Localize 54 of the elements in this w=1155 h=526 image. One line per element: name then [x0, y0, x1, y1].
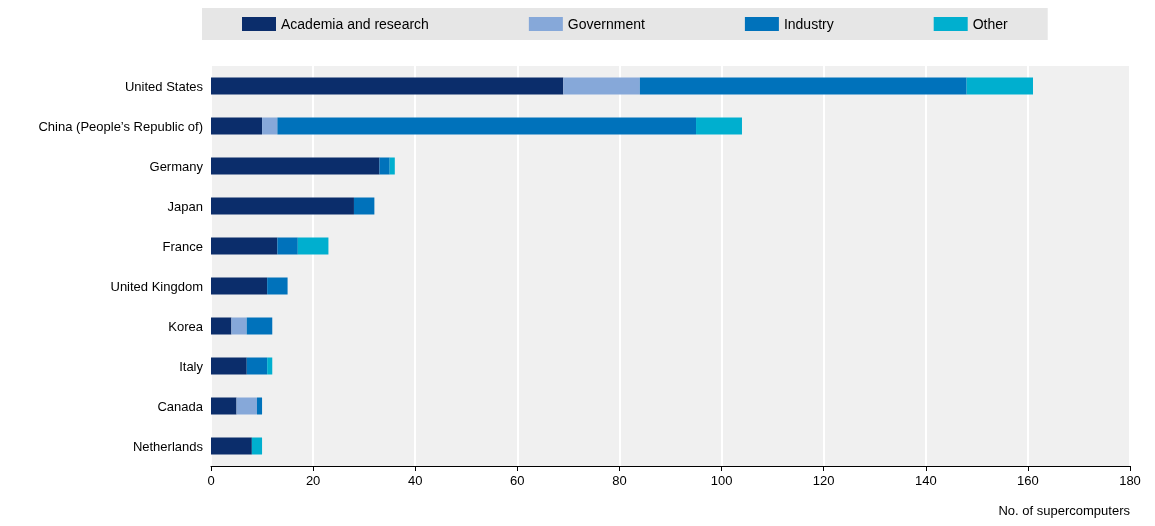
bar: [236, 397, 257, 415]
bar: [231, 317, 247, 335]
x-tick-label: 60: [510, 473, 525, 488]
bar: [966, 77, 1033, 95]
bar: [639, 77, 967, 95]
bar: [353, 197, 375, 215]
bar: [696, 117, 742, 135]
bar: [277, 237, 298, 255]
legend-label: Government: [567, 16, 646, 32]
bar: [211, 77, 564, 95]
bar: [379, 157, 390, 175]
bar: [256, 397, 263, 415]
y-tick-label: France: [162, 238, 203, 254]
y-tick-label: Italy: [179, 358, 204, 374]
bar: [251, 437, 263, 455]
bar: [211, 237, 278, 255]
y-tick-label: Korea: [168, 318, 204, 334]
bar: [267, 277, 288, 295]
bar: [211, 397, 237, 415]
x-tick-label: 0: [207, 473, 215, 488]
bar: [211, 277, 268, 295]
bar: [389, 157, 395, 175]
y-tick-label: China (People’s Republic of): [38, 118, 203, 134]
x-tick-label: 20: [305, 473, 321, 488]
y-tick-label: Japan: [167, 198, 203, 214]
bar: [211, 157, 380, 175]
x-tick-label: 40: [407, 473, 423, 488]
bar: [211, 117, 263, 135]
bar: [211, 437, 252, 455]
y-tick-label: Germany: [149, 158, 204, 174]
y-tick-label: Canada: [157, 398, 204, 414]
bar: [211, 357, 247, 375]
legend-label: Other: [972, 16, 1009, 32]
x-axis-title: No. of supercomputers: [998, 503, 1131, 518]
bar: [246, 317, 273, 335]
bar: [246, 357, 268, 375]
bar: [277, 117, 697, 135]
bar: [262, 117, 278, 135]
bar: [211, 317, 232, 335]
x-tick-label: 140: [914, 473, 937, 488]
y-tick-label: Netherlands: [132, 438, 204, 454]
bar: [267, 357, 273, 375]
y-tick-label: United Kingdom: [110, 278, 203, 294]
x-tick-label: 160: [1017, 473, 1039, 488]
bar: [563, 77, 640, 95]
legend-label: Academia and research: [281, 16, 429, 32]
y-tick-label: United States: [124, 78, 204, 94]
x-tick-label: 120: [812, 473, 835, 488]
legend-label: Industry: [783, 16, 834, 32]
x-tick-label: 80: [612, 473, 627, 488]
x-tick-label: 180: [1119, 473, 1141, 488]
bar: [211, 197, 354, 215]
x-tick-label: 100: [710, 473, 733, 488]
bar: [297, 237, 329, 255]
